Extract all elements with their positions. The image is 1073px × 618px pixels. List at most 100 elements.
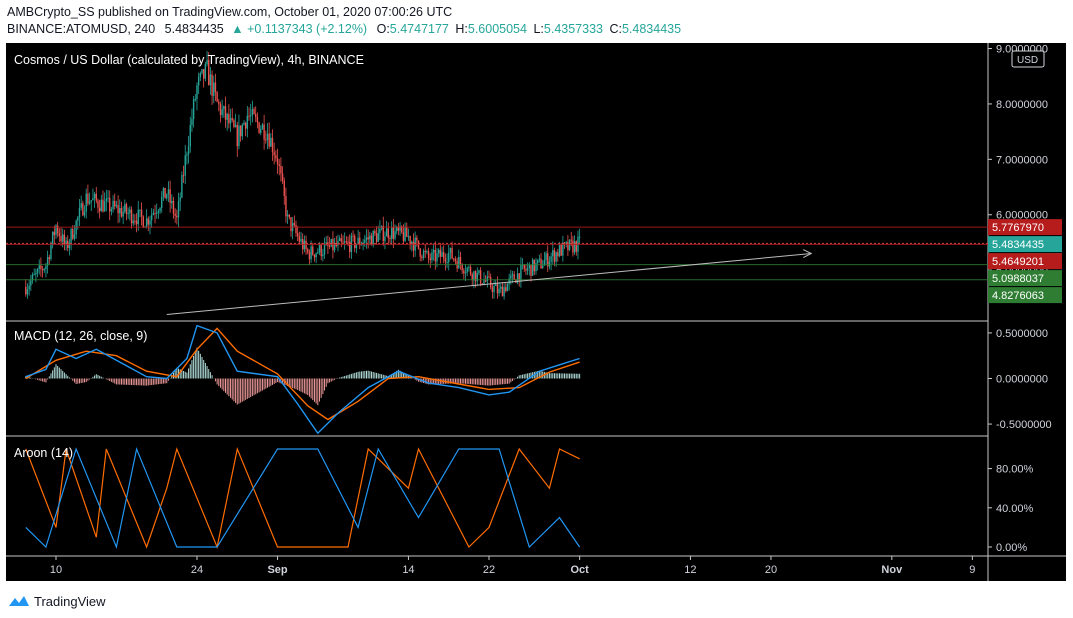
candle-body bbox=[191, 119, 193, 126]
candle-body bbox=[213, 82, 215, 96]
candle-body bbox=[503, 287, 505, 297]
candle-body bbox=[384, 236, 386, 242]
candle-body bbox=[129, 209, 131, 214]
time-axis-tick-label: 22 bbox=[483, 564, 495, 576]
aroon-title: Aroon (14) bbox=[14, 446, 73, 460]
candle-body bbox=[540, 258, 542, 269]
candle-body bbox=[149, 220, 151, 225]
candle-body bbox=[125, 204, 128, 214]
candle-body bbox=[260, 129, 262, 133]
candle-body bbox=[181, 175, 183, 198]
price-level-badge bbox=[988, 270, 1062, 287]
candle-body bbox=[263, 124, 265, 140]
macd-axis-tick-label: -0.5000000 bbox=[996, 419, 1052, 431]
candle-body bbox=[565, 242, 567, 244]
candle-body bbox=[28, 285, 30, 290]
candle-body bbox=[60, 236, 62, 242]
candle-body bbox=[286, 214, 289, 217]
candle-body bbox=[406, 227, 408, 237]
candle-body bbox=[553, 250, 556, 262]
candle-body bbox=[399, 226, 401, 231]
candle-body bbox=[484, 280, 487, 282]
candle-body bbox=[209, 74, 212, 86]
high-value: 5.6005054 bbox=[467, 22, 527, 36]
candle-body bbox=[280, 165, 282, 174]
candle-body bbox=[340, 238, 343, 242]
chart-area[interactable]: 9.00000008.00000007.00000006.00000005.00… bbox=[6, 43, 1066, 581]
candle-body bbox=[186, 154, 188, 156]
candle-body bbox=[416, 237, 418, 241]
candle-body bbox=[533, 259, 536, 272]
candle-body bbox=[171, 200, 173, 203]
time-axis-tick-label: Oct bbox=[570, 564, 589, 576]
candle-body bbox=[557, 252, 559, 257]
candle-body bbox=[471, 274, 473, 281]
candle-body bbox=[404, 227, 406, 241]
candle-body bbox=[446, 262, 448, 264]
candle-body bbox=[275, 155, 277, 159]
candle-body bbox=[46, 257, 49, 266]
candle-body bbox=[55, 225, 57, 235]
aroon-axis-tick-label: 40.00% bbox=[996, 503, 1034, 515]
candle-body bbox=[164, 187, 166, 199]
candle-body bbox=[184, 155, 186, 176]
candle-body bbox=[161, 196, 163, 208]
candle-body bbox=[92, 198, 94, 201]
candle-body bbox=[93, 193, 96, 199]
trendline[interactable] bbox=[166, 253, 812, 315]
candle-body bbox=[231, 118, 233, 121]
candle-body bbox=[488, 276, 490, 278]
candle-body bbox=[307, 249, 309, 253]
candle-body bbox=[374, 231, 376, 234]
macd-signal-line bbox=[25, 327, 580, 421]
candle-body bbox=[394, 231, 396, 239]
footer-brand[interactable]: TradingView bbox=[34, 593, 106, 609]
chart-svg[interactable]: 9.00000008.00000007.00000006.00000005.00… bbox=[6, 43, 1066, 581]
candle-body bbox=[552, 250, 554, 257]
candle-body bbox=[498, 288, 500, 294]
candle-body bbox=[132, 220, 134, 224]
candle-body bbox=[25, 286, 27, 295]
price-level-badge bbox=[988, 287, 1062, 304]
candle-body bbox=[567, 242, 569, 251]
time-axis-tick-label: 12 bbox=[684, 564, 696, 576]
candle-body bbox=[483, 280, 485, 284]
candle-body bbox=[407, 236, 410, 238]
candle-body bbox=[317, 252, 319, 254]
candle-body bbox=[392, 227, 395, 239]
candle-body bbox=[221, 109, 223, 116]
candle-body bbox=[536, 259, 539, 264]
candle-body bbox=[572, 240, 574, 253]
candle-body bbox=[117, 205, 119, 214]
candle-body bbox=[176, 215, 178, 218]
candle-body bbox=[528, 265, 530, 268]
candle-body bbox=[464, 272, 467, 274]
candle-body bbox=[468, 266, 470, 268]
candle-body bbox=[463, 270, 465, 274]
candle-body bbox=[436, 253, 438, 262]
candle-body bbox=[187, 146, 190, 155]
time-axis-tick-label: 20 bbox=[765, 564, 777, 576]
open-label: O: bbox=[376, 22, 390, 36]
close-value: 5.4834435 bbox=[621, 22, 682, 36]
candle-body bbox=[276, 158, 279, 165]
symbol-text: BINANCE:ATOMUSD, 240 bbox=[7, 22, 156, 36]
candle-body bbox=[448, 252, 450, 263]
candle-body bbox=[199, 72, 202, 78]
candle-body bbox=[369, 235, 371, 240]
candle-body bbox=[102, 199, 104, 212]
candle-body bbox=[337, 240, 339, 246]
candle-body bbox=[476, 273, 478, 282]
close-label: C: bbox=[609, 22, 622, 36]
price-level-badge bbox=[988, 253, 1062, 270]
candle-body bbox=[33, 274, 35, 276]
price-level-badge-label: 5.4649201 bbox=[992, 256, 1044, 268]
candle-body bbox=[347, 241, 349, 243]
currency-badge[interactable] bbox=[1011, 50, 1045, 68]
candle-body bbox=[320, 244, 322, 257]
candle-body bbox=[505, 287, 507, 292]
tradingview-logo-icon[interactable] bbox=[8, 594, 30, 608]
candle-body bbox=[214, 82, 217, 93]
candle-body bbox=[385, 228, 388, 237]
candle-body bbox=[266, 133, 269, 140]
